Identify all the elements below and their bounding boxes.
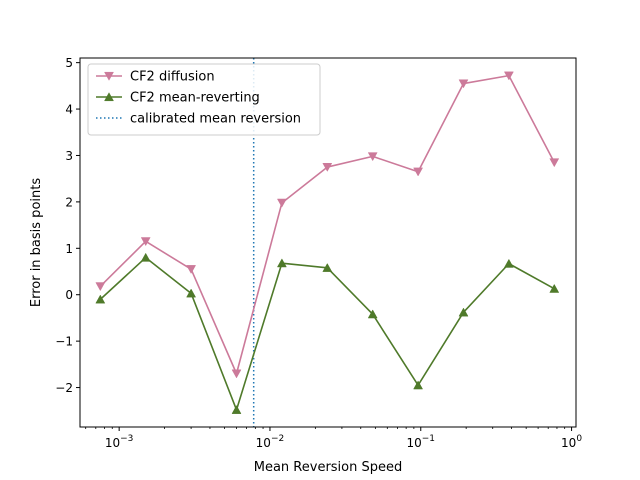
legend-label-calibrated-mean-reversion: calibrated mean reversion bbox=[130, 112, 301, 127]
data-point-cf2-mean-reverting bbox=[140, 252, 151, 262]
data-point-cf2-mean-reverting bbox=[458, 307, 469, 317]
y-tick-label: −2 bbox=[55, 381, 73, 395]
series-cf2-mean-reverting bbox=[95, 252, 560, 414]
data-point-cf2-mean-reverting bbox=[367, 309, 378, 319]
data-point-cf2-mean-reverting bbox=[322, 263, 333, 272]
legend-label-cf2-mean-reverting: CF2 mean-reverting bbox=[130, 91, 260, 106]
data-point-cf2-diffusion bbox=[458, 79, 469, 89]
legend: CF2 diffusion CF2 mean-reverting calibrate… bbox=[87, 63, 321, 136]
data-point-cf2-diffusion bbox=[503, 71, 514, 81]
y-tick-label: 2 bbox=[65, 195, 73, 209]
data-point-cf2-diffusion bbox=[322, 163, 333, 172]
data-point-cf2-diffusion bbox=[549, 158, 560, 168]
y-tick-label: 1 bbox=[65, 242, 73, 256]
legend-label-cf2-diffusion: CF2 diffusion bbox=[130, 70, 215, 85]
y-tick-label: 3 bbox=[65, 149, 73, 163]
legend-box bbox=[87, 63, 321, 136]
data-point-cf2-diffusion bbox=[140, 237, 151, 247]
data-point-cf2-mean-reverting bbox=[95, 294, 106, 304]
legend-marker-cf2-diffusion bbox=[104, 71, 114, 81]
y-tick-label: −1 bbox=[55, 335, 73, 349]
y-tick-label: 0 bbox=[65, 288, 73, 302]
data-point-cf2-mean-reverting bbox=[549, 283, 560, 293]
series-cf2-diffusion bbox=[95, 71, 560, 379]
legend-marker-cf2-mean-reverting bbox=[104, 92, 114, 102]
x-tick-label: 100 bbox=[561, 434, 582, 450]
x-tick-label: 10−2 bbox=[256, 434, 285, 450]
data-point-cf2-diffusion bbox=[367, 152, 378, 162]
data-point-cf2-mean-reverting bbox=[413, 380, 424, 390]
axes-frame bbox=[79, 57, 577, 428]
data-point-cf2-mean-reverting bbox=[231, 405, 242, 414]
x-axis-label: Mean Reversion Speed bbox=[254, 460, 403, 475]
data-point-cf2-mean-reverting bbox=[276, 258, 287, 268]
data-point-cf2-mean-reverting bbox=[503, 258, 514, 268]
x-tick-label: 10−3 bbox=[105, 434, 134, 450]
data-point-cf2-diffusion bbox=[95, 282, 106, 292]
x-tick-label: 10−1 bbox=[406, 434, 435, 450]
data-point-cf2-diffusion bbox=[186, 265, 197, 274]
y-tick-label: 4 bbox=[65, 103, 73, 117]
data-point-cf2-diffusion bbox=[413, 167, 424, 177]
data-point-cf2-diffusion bbox=[231, 369, 242, 379]
y-axis-label: Error in basis points bbox=[29, 178, 44, 307]
data-point-cf2-mean-reverting bbox=[186, 288, 197, 298]
data-point-cf2-diffusion bbox=[276, 198, 287, 208]
axes: −2 −1 0 1 2 3 4 5 10−3 10−2 10−1 100 bbox=[55, 56, 582, 450]
y-tick-label: 5 bbox=[65, 56, 73, 70]
